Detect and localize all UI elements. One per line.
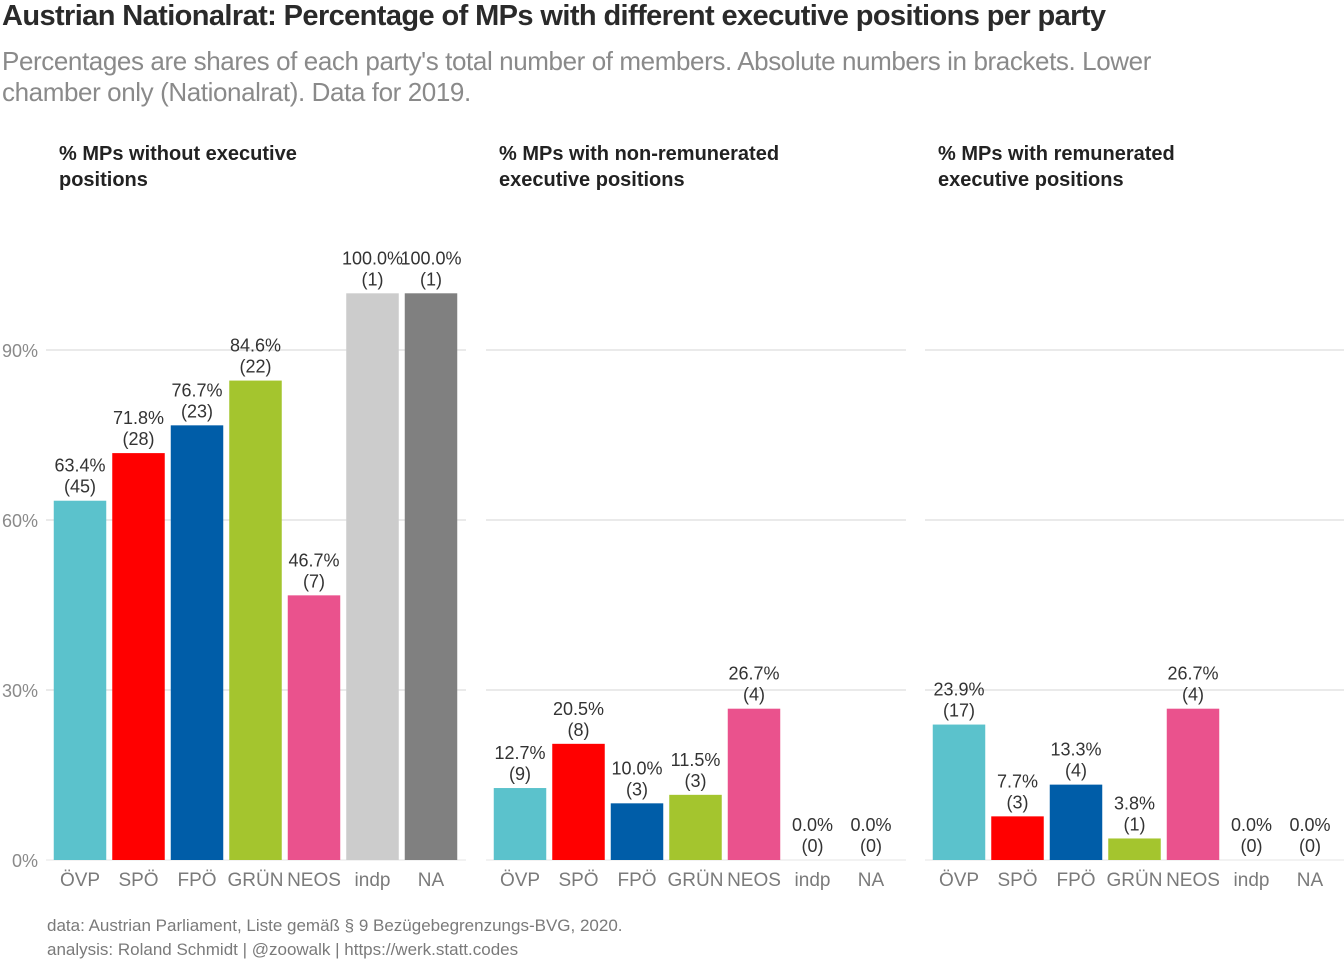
value-label: 100.0% — [342, 248, 403, 268]
value-label: 0.0% — [850, 815, 891, 835]
count-label: (3) — [626, 779, 648, 799]
value-label: 76.7% — [171, 380, 222, 400]
count-label: (4) — [1182, 685, 1204, 705]
count-label: (1) — [1124, 814, 1146, 834]
bar-GRÜN — [1108, 838, 1161, 860]
bar-FPÖ — [1049, 784, 1103, 860]
count-label: (4) — [1065, 761, 1087, 781]
x-tick-label: FPÖ — [617, 870, 656, 891]
bar-SPÖ — [112, 453, 165, 860]
x-tick-label: NA — [858, 870, 885, 891]
panel-title-1-line-1: % MPs without executive — [59, 143, 297, 165]
count-label: (3) — [1007, 792, 1029, 812]
x-tick-label: ÖVP — [939, 870, 979, 891]
value-label: 13.3% — [1050, 740, 1101, 760]
bar-ÖVP — [53, 500, 107, 860]
count-label: (28) — [122, 429, 154, 449]
count-label: (0) — [860, 836, 882, 856]
y-tick-label: 90% — [2, 341, 38, 361]
bar-NEOS — [727, 708, 781, 860]
count-label: (1) — [420, 269, 442, 289]
value-label: 7.7% — [997, 771, 1038, 791]
chart-title: Austrian Nationalrat: Percentage of MPs … — [2, 0, 1106, 32]
x-tick-label: ÖVP — [60, 870, 100, 891]
caption-analysis: analysis: Roland Schmidt | @zoowalk | ht… — [47, 940, 519, 959]
count-label: (3) — [685, 771, 707, 791]
y-tick-label: 0% — [12, 851, 38, 871]
panel-title-2-line-1: % MPs with non-remunerated — [499, 143, 779, 165]
value-label: 100.0% — [400, 248, 461, 268]
count-label: (7) — [303, 571, 325, 591]
value-label: 46.7% — [288, 550, 339, 570]
bar-SPÖ — [552, 743, 605, 860]
value-label: 20.5% — [553, 699, 604, 719]
value-label: 23.9% — [933, 680, 984, 700]
bar-NEOS — [287, 595, 341, 860]
x-tick-label: SPÖ — [997, 870, 1037, 891]
x-tick-label: NA — [418, 870, 445, 891]
y-tick-label: 60% — [2, 511, 38, 531]
value-label: 26.7% — [1167, 664, 1218, 684]
value-label: 0.0% — [1231, 815, 1272, 835]
value-label: 84.6% — [230, 336, 281, 356]
value-label: 3.8% — [1114, 793, 1155, 813]
bar-ÖVP — [493, 788, 547, 860]
x-tick-label: GRÜN — [1107, 870, 1163, 891]
x-tick-label: indp — [1234, 870, 1270, 891]
count-label: (9) — [509, 764, 531, 784]
bar-NEOS — [1166, 708, 1220, 860]
count-label: (4) — [743, 685, 765, 705]
value-label: 0.0% — [1289, 815, 1330, 835]
count-label: (0) — [1241, 836, 1263, 856]
count-label: (17) — [943, 701, 975, 721]
x-tick-label: FPÖ — [177, 870, 216, 891]
value-label: 71.8% — [113, 408, 164, 428]
chart-caption: data: Austrian Parliament, Liste gemäß §… — [47, 914, 623, 962]
bar-GRÜN — [229, 380, 282, 860]
bar-indp — [346, 293, 399, 860]
x-tick-label: indp — [795, 870, 831, 891]
x-tick-label: NEOS — [287, 870, 341, 891]
bar-NA — [404, 293, 458, 860]
count-label: (0) — [1299, 836, 1321, 856]
value-label: 10.0% — [611, 758, 662, 778]
value-label: 12.7% — [494, 743, 545, 763]
value-label: 0.0% — [792, 815, 833, 835]
x-tick-label: GRÜN — [228, 870, 284, 891]
bar-SPÖ — [991, 816, 1044, 860]
panel-title-1-line-2: positions — [59, 169, 148, 191]
panel-title-3-line-2: executive positions — [938, 169, 1124, 191]
count-label: (22) — [239, 357, 271, 377]
count-label: (0) — [802, 836, 824, 856]
y-tick-label: 30% — [2, 681, 38, 701]
panel-title-3-line-1: % MPs with remunerated — [938, 143, 1175, 165]
count-label: (1) — [362, 269, 384, 289]
x-tick-label: SPÖ — [118, 870, 158, 891]
value-label: 26.7% — [728, 664, 779, 684]
bar-FPÖ — [610, 803, 664, 860]
x-tick-label: FPÖ — [1056, 870, 1095, 891]
value-label: 11.5% — [671, 750, 721, 770]
count-label: (8) — [568, 720, 590, 740]
caption-source: data: Austrian Parliament, Liste gemäß §… — [47, 916, 623, 935]
x-tick-label: indp — [355, 870, 391, 891]
value-label: 63.4% — [54, 456, 105, 476]
x-tick-label: NEOS — [1166, 870, 1220, 891]
count-label: (45) — [64, 477, 96, 497]
x-tick-label: NA — [1297, 870, 1324, 891]
count-label: (23) — [181, 401, 213, 421]
bar-FPÖ — [170, 425, 224, 860]
bar-GRÜN — [669, 794, 722, 860]
x-tick-label: SPÖ — [558, 870, 598, 891]
x-tick-label: NEOS — [727, 870, 781, 891]
chart-subtitle: Percentages are shares of each party's t… — [2, 46, 1151, 107]
panel-title-2-line-2: executive positions — [499, 169, 685, 191]
bar-ÖVP — [932, 724, 986, 860]
x-tick-label: ÖVP — [500, 870, 540, 891]
x-tick-label: GRÜN — [668, 870, 724, 891]
